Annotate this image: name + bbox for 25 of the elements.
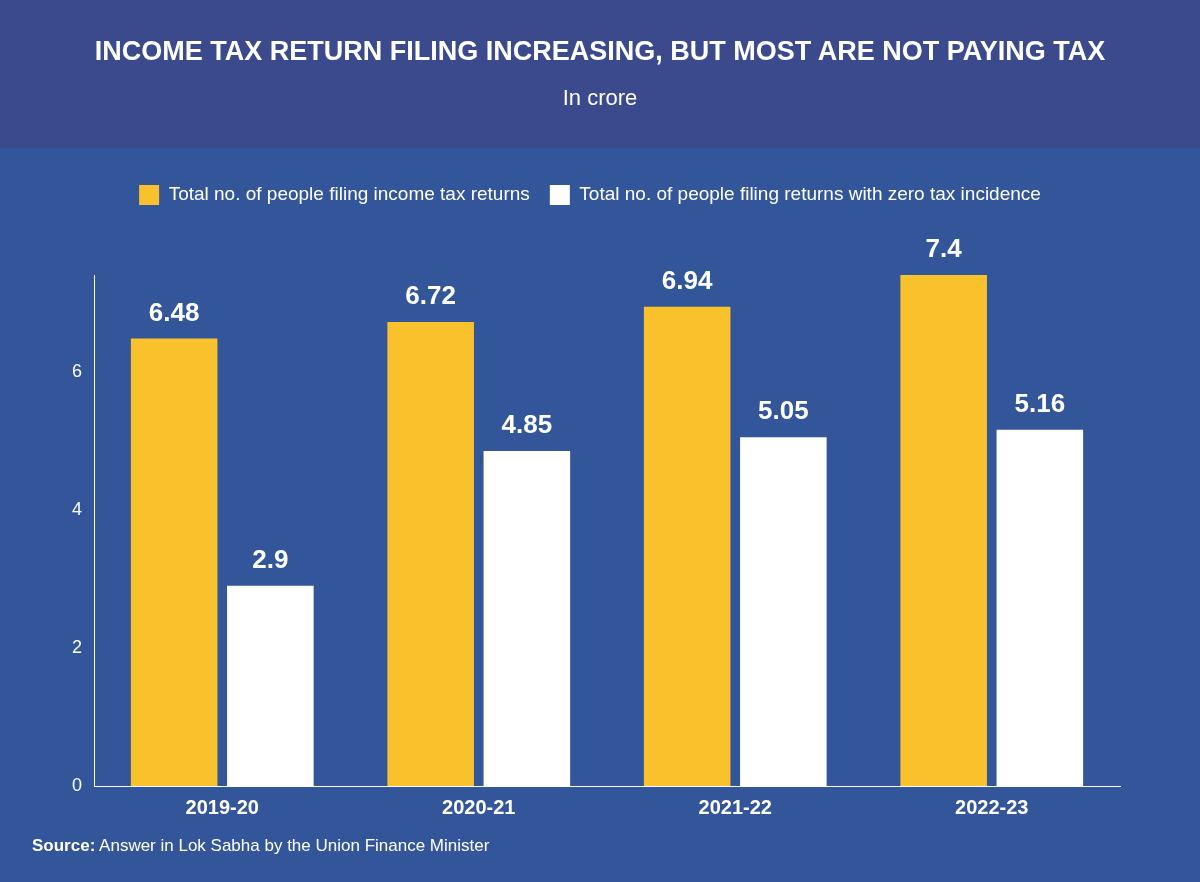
data-label: 5.05 xyxy=(758,395,809,426)
x-tick-label: 2022-23 xyxy=(955,795,1029,818)
data-label: 5.16 xyxy=(1014,387,1066,418)
data-label: 2.9 xyxy=(252,543,289,574)
x-tick-label: 2020-21 xyxy=(442,795,516,818)
x-tick-label: 2021-22 xyxy=(698,795,772,818)
data-label: 6.94 xyxy=(661,264,713,295)
data-label: 6.72 xyxy=(405,280,456,311)
y-tick-label: 6 xyxy=(72,360,83,381)
bar xyxy=(900,275,987,786)
data-label: 4.85 xyxy=(501,409,553,440)
legend-label: Total no. of people filing returns with zero tax incidence xyxy=(579,183,1041,205)
bar xyxy=(130,338,218,786)
y-tick-label: 0 xyxy=(72,774,83,795)
source-note: Source: Answer in Lok Sabha by the Union Finance Minister xyxy=(32,836,490,855)
bar xyxy=(387,321,474,786)
data-label: 7.4 xyxy=(925,233,963,264)
y-tick-label: 2 xyxy=(72,636,83,657)
bar xyxy=(643,306,731,786)
y-tick-label: 4 xyxy=(72,498,83,519)
chart-title: INCOME TAX RETURN FILING INCREASING, BUT MOST ARE NOT PAYING TAX xyxy=(93,35,1107,67)
chart-subtitle: In crore xyxy=(561,85,639,111)
data-label: 6.48 xyxy=(148,296,200,327)
legend-label: Total no. of people filing income tax returns xyxy=(168,183,530,205)
x-tick-label: 2019-20 xyxy=(185,795,259,818)
